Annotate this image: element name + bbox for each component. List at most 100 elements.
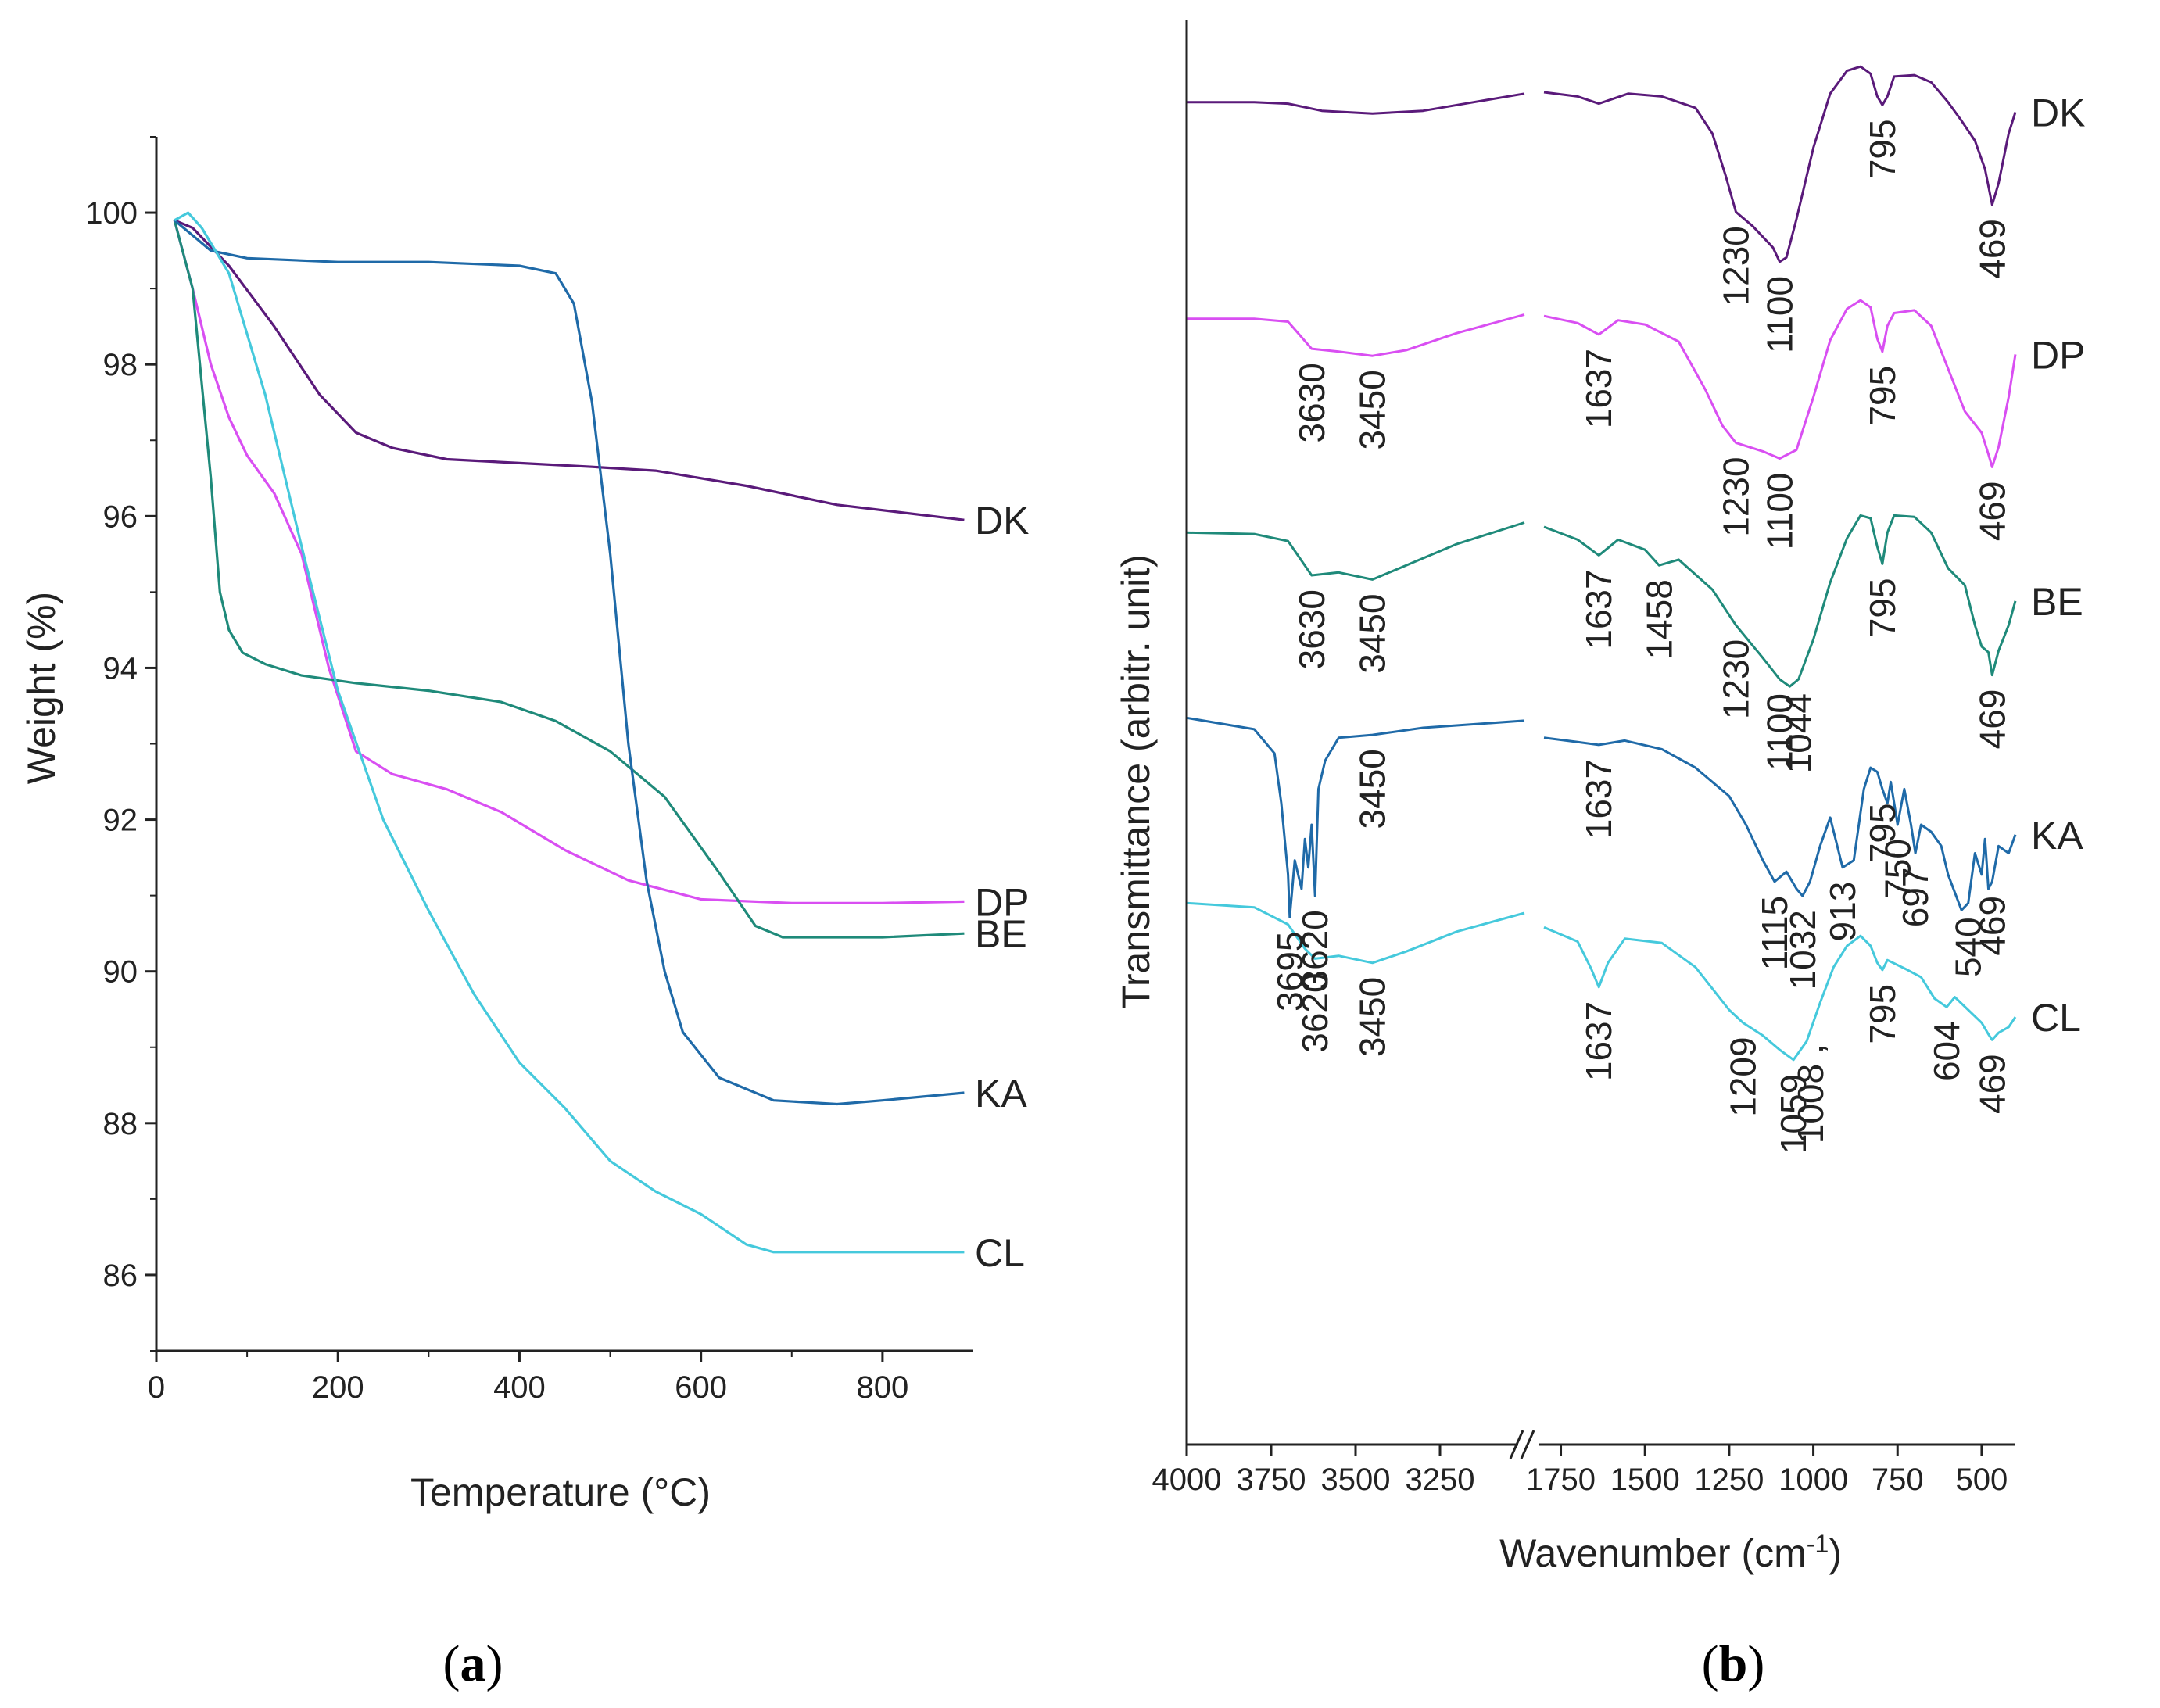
tga-series-be	[173, 220, 965, 939]
ftir-series-dp-low	[1543, 299, 2017, 468]
ftir-peak-label: 1059	[1773, 1074, 1814, 1154]
tga-series-label-dk: DK	[975, 499, 1029, 542]
ftir-series-label-dp: DP	[2031, 333, 2085, 377]
ftir-series-label-ka: KA	[2031, 814, 2083, 858]
ftir-x-tick-label: 750	[1872, 1463, 1924, 1497]
ftir-peak-label: 1008 ,	[1790, 1044, 1831, 1144]
tga-y-tick-label: 96	[103, 500, 138, 534]
tga-x-tick-label: 400	[493, 1370, 546, 1405]
ftir-peak-label: 3620	[1295, 910, 1335, 990]
ftir-x-tick-label: 1000	[1779, 1463, 1848, 1497]
tga-series-dk	[174, 219, 965, 521]
tga-series-cl	[174, 211, 965, 1254]
ftir-peak-label: 1032	[1782, 910, 1823, 990]
ftir-x-tick-label: 3750	[1237, 1463, 1306, 1497]
ftir-series-dp-high	[1187, 313, 1525, 357]
ftir-peak-label: 1637	[1578, 759, 1619, 839]
ftir-peak-label: 795	[1862, 803, 1903, 863]
ftir-peak-label: 1100	[1760, 276, 1800, 353]
ftir-series-cl-high	[1186, 901, 1525, 965]
ftir-peak-label: 469	[1972, 689, 2012, 750]
tga-series-dp	[173, 220, 965, 904]
ftir-peak-label: 1209	[1723, 1037, 1764, 1116]
ftir-peak-label: 697	[1895, 868, 1936, 928]
tga-y-tick-label: 94	[103, 651, 138, 686]
ftir-series-label-cl: CL	[2031, 996, 2081, 1040]
tga-x-tick-label: 600	[675, 1370, 727, 1405]
ftir-axis-break-mark-2	[1520, 1430, 1535, 1459]
tga-series-label-cl: CL	[975, 1231, 1025, 1275]
ftir-peak-label: 1100	[1760, 473, 1800, 550]
ftir-peak-label: 1044	[1779, 693, 1819, 773]
tga-y-tick-label: 88	[103, 1107, 138, 1141]
tga-x-tick-label: 800	[857, 1370, 909, 1405]
ftir-peak-label: 469	[1972, 896, 2012, 956]
ftir-peak-label: 3450	[1352, 977, 1393, 1057]
ftir-peak-label: 1637	[1578, 349, 1619, 428]
ftir-peak-label: 1458	[1639, 579, 1679, 659]
ftir-peak-label: 1100	[1760, 693, 1800, 771]
ftir-peak-label: 469	[1972, 481, 2012, 541]
ftir-peak-label: 1637	[1578, 569, 1619, 649]
tga-x-tick-label: 0	[148, 1370, 165, 1405]
panel-a-label: (a)	[443, 1635, 503, 1692]
ftir-x-axis-title: Wavenumber (cm-1)	[1499, 1530, 1842, 1575]
ftir-peak-label: 3450	[1352, 370, 1393, 449]
ftir-chart: 4000 3750 3500 3250 1750 1500 1250 1000 750 500 1…	[1114, 20, 2085, 1692]
tga-y-tick-label: 100	[85, 196, 138, 231]
ftir-x-tick-label: 500	[1956, 1463, 2008, 1497]
ftir-series-be-low	[1543, 514, 2017, 688]
tga-axes: 0 200 400 600 800 86 88 90 92 94 96 98 100	[85, 136, 973, 1405]
ftir-axis-break-mark-1	[1509, 1430, 1524, 1459]
ftir-x-tick-label: 1500	[1610, 1463, 1680, 1497]
ftir-series-cl-low	[1543, 926, 2017, 1062]
tga-x-axis-title: Temperature (°C)	[410, 1470, 711, 1514]
ftir-x-tick-label: 4000	[1152, 1463, 1222, 1497]
ftir-peak-label: 469	[1972, 1054, 2012, 1114]
ftir-series-layer	[1186, 65, 2017, 1062]
ftir-peak-label: 795	[1862, 578, 1903, 638]
ftir-x-tick-label: 1750	[1526, 1463, 1596, 1497]
ftir-peak-label: 3450	[1352, 593, 1393, 673]
ftir-series-dk-high	[1187, 92, 1525, 115]
ftir-series-ka-low	[1543, 736, 2017, 911]
tga-y-tick-label: 92	[103, 804, 138, 838]
tga-series-ka	[174, 219, 965, 1106]
ftir-series-label-dk: DK	[2031, 91, 2085, 134]
ftir-series-dk-low	[1543, 65, 2017, 263]
ftir-peak-label: 1230	[1716, 226, 1757, 306]
ftir-peak-label: 1230	[1716, 639, 1757, 719]
ftir-peak-label: 750	[1877, 839, 1918, 899]
ftir-peak-label: 540	[1948, 917, 1989, 977]
ftir-peak-label: 795	[1862, 984, 1903, 1044]
tga-y-tick-label: 90	[103, 955, 138, 990]
ftir-series-label-be: BE	[2031, 580, 2083, 624]
ftir-peak-label: 1637	[1578, 1001, 1619, 1081]
ftir-peak-label: 1115	[1754, 896, 1795, 971]
ftir-peak-label: 795	[1862, 366, 1903, 426]
ftir-peak-label: 1230	[1716, 457, 1757, 536]
ftir-series-ka-high	[1186, 716, 1525, 918]
ftir-x-tick-label: 3500	[1321, 1463, 1391, 1497]
ftir-peak-label: 3695	[1270, 932, 1310, 1012]
ftir-peak-label: 3630	[1291, 363, 1332, 442]
tga-y-tick-label: 86	[103, 1259, 138, 1293]
panel-b-label: (b)	[1702, 1635, 1765, 1692]
ftir-series-be-high	[1186, 521, 1525, 581]
tga-series-label-be: BE	[975, 912, 1027, 956]
ftir-peak-label: 795	[1862, 119, 1903, 179]
ftir-peak-label: 3450	[1352, 749, 1393, 829]
ftir-x-tick-label: 1250	[1694, 1463, 1764, 1497]
tga-y-tick-label: 98	[103, 348, 138, 382]
ftir-series-labels: DK DP BE KA CL	[2031, 91, 2085, 1040]
tga-x-tick-label: 200	[312, 1370, 364, 1405]
ftir-peak-label: 469	[1972, 219, 2012, 279]
ftir-peak-label: 3630	[1291, 589, 1332, 669]
tga-series-layer	[173, 211, 965, 1254]
ftir-peak-label: 604	[1926, 1021, 1967, 1081]
ftir-x-tick-label: 3250	[1406, 1463, 1475, 1497]
